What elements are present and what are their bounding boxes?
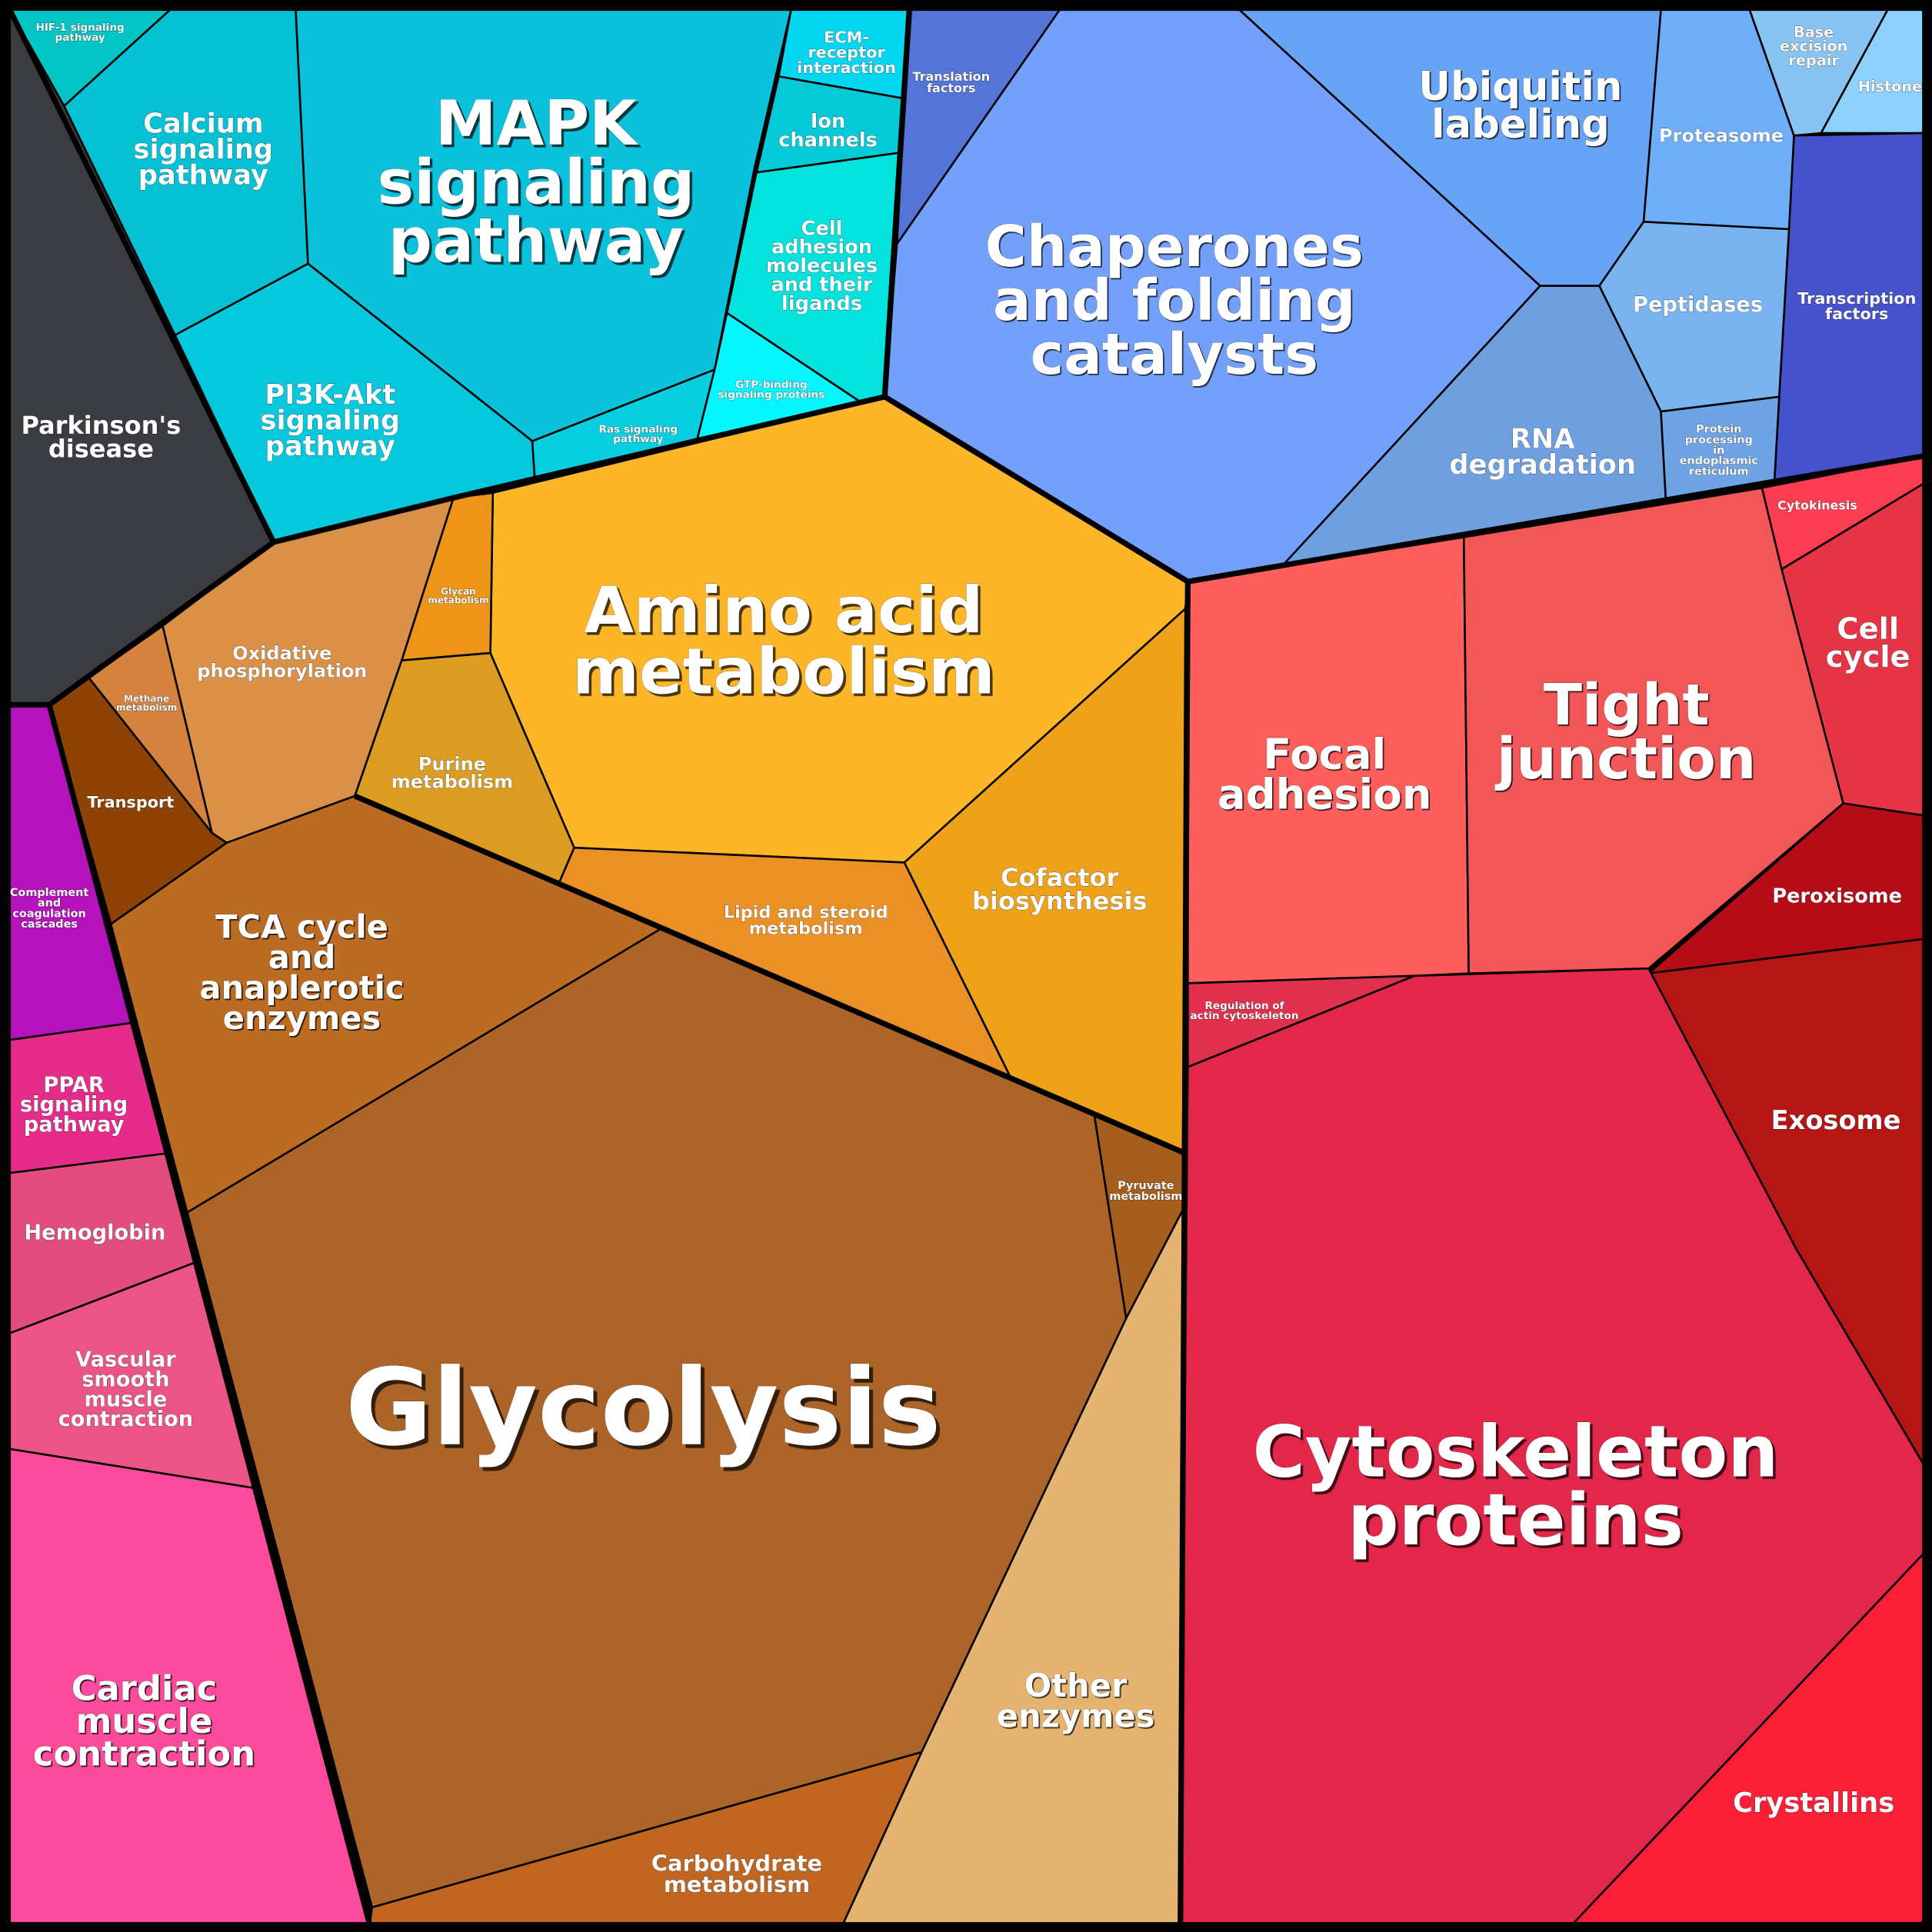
label-tight: Tight junction <box>1494 673 1756 792</box>
label-vascular: Vascular smooth muscle contraction <box>58 1348 194 1432</box>
label-cytoskeleton: Cytoskeleton proteins <box>1253 1411 1779 1561</box>
label-translation: Translation factors <box>912 69 990 95</box>
label-ras: Ras signaling pathway <box>599 423 678 445</box>
label-histone: Histone <box>1858 78 1922 95</box>
label-cytokinesis: Cytokinesis <box>1777 498 1857 512</box>
label-purine: Purine metabolism <box>391 754 513 793</box>
label-proteasome: Proteasome <box>1659 125 1784 147</box>
label-mapk: MAPK signaling pathway <box>377 88 695 276</box>
label-hemoglobin: Hemoglobin <box>24 1221 165 1245</box>
label-crystallins: Crystallins <box>1733 1787 1894 1819</box>
label-lipid: Lipid and steroid metabolism <box>724 902 888 938</box>
label-cellcycle: Cell cycle <box>1826 611 1910 675</box>
label-gtp: GTP-binding signaling proteins <box>718 379 824 401</box>
label-calcium: Calcium signaling pathway <box>134 108 274 192</box>
label-ubiquitin: Ubiquitin labeling <box>1418 64 1622 148</box>
label-focal: Focal adhesion <box>1217 730 1432 819</box>
label-exosome: Exosome <box>1771 1105 1901 1135</box>
label-celladh: Cell adhesion molecules and their ligands <box>766 217 878 315</box>
label-cardiac: Cardiac muscle contraction <box>33 1667 255 1774</box>
label-protproc: Protein processing in endoplasmic reticulum <box>1680 424 1758 478</box>
label-oxphos: Oxidative phosphorylation <box>197 642 367 681</box>
label-peroxisome: Peroxisome <box>1772 885 1902 908</box>
label-cofactor: Cofactor biosynthesis <box>972 863 1148 915</box>
label-pi3k: PI3K-Akt signaling pathway <box>261 379 401 462</box>
label-complement: Complement and coagulation cascades <box>10 887 89 931</box>
cell-tight <box>1462 487 1844 974</box>
label-hif1: HIF-1 signaling pathway <box>35 22 124 44</box>
label-parkinson: Parkinson's disease <box>21 411 181 463</box>
label-tca: TCA cycle and anaplerotic enzymes <box>199 908 404 1037</box>
label-ion: Ion channels <box>778 110 878 152</box>
label-carbohydrate: Carbohydrate metabolism <box>651 1850 822 1897</box>
label-regactin: Regulation of actin cytoskeleton <box>1191 1000 1299 1022</box>
label-ecm: ECM-receptor interaction <box>797 28 896 77</box>
label-amino: Amino acid metabolism <box>572 573 995 708</box>
label-rna: RNA degradation <box>1449 424 1636 481</box>
label-glycolysis: Glycolysis <box>345 1347 941 1470</box>
label-other: Other enzymes <box>997 1667 1155 1735</box>
label-ppar: PPAR signaling pathway <box>20 1073 128 1137</box>
label-peptidases: Peptidases <box>1633 293 1763 317</box>
label-glycan: Glycan metabolism <box>428 586 488 605</box>
label-pyruvate: Pyruvate metabolism <box>1109 1180 1182 1203</box>
label-methane: Methane metabolism <box>116 694 177 713</box>
label-base: Base excision repair <box>1780 23 1847 69</box>
label-transcription: Transcription factors <box>1797 289 1916 323</box>
label-transport: Transport <box>87 793 174 811</box>
label-chaperones: Chaperones and folding catalysts <box>985 215 1364 388</box>
